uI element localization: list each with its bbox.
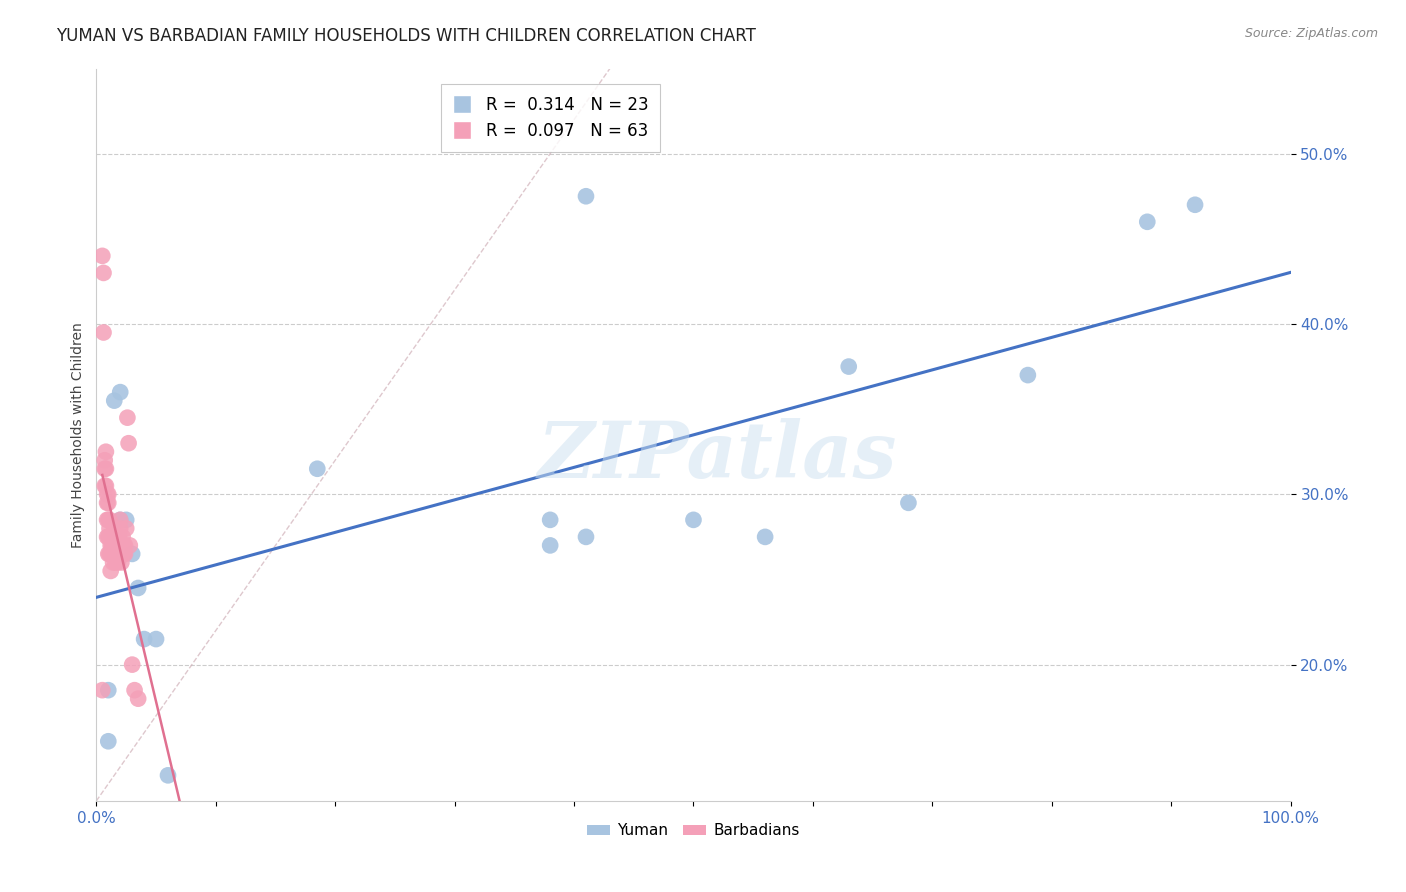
Point [124,683,146,698]
Point [108,530,131,544]
Point [307,462,329,476]
Point [98,547,121,561]
Point [682,513,704,527]
Point [98,530,121,544]
Point [104,556,127,570]
Point [97,683,120,698]
Point [1136,215,1159,229]
Point [754,530,776,544]
Point [100,547,122,561]
Point [105,530,128,544]
Point [97,513,120,527]
Point [108,538,131,552]
Point [110,513,132,527]
Point [112,538,135,552]
Point [156,768,179,782]
Point [134,632,156,646]
Point [575,530,598,544]
Legend: Yuman, Barbadians: Yuman, Barbadians [581,817,807,845]
Point [93,326,115,340]
Point [93,453,115,467]
Point [121,657,143,672]
Point [94,479,117,493]
Point [97,496,120,510]
Point [104,547,127,561]
Point [112,547,135,561]
Point [110,513,132,527]
Point [101,538,124,552]
Point [98,521,121,535]
Point [115,521,138,535]
Point [97,547,120,561]
Point [110,385,132,400]
Point [103,521,125,535]
Point [575,189,598,203]
Point [111,530,134,544]
Point [101,547,124,561]
Point [105,538,128,552]
Point [94,444,117,458]
Point [538,538,561,552]
Point [103,530,125,544]
Text: Source: ZipAtlas.com: Source: ZipAtlas.com [1244,27,1378,40]
Point [118,538,141,552]
Point [897,496,920,510]
Point [96,513,118,527]
Point [110,556,132,570]
Point [114,547,136,561]
Point [97,734,120,748]
Point [101,538,124,552]
Point [145,632,167,646]
Point [127,581,149,595]
Point [115,513,138,527]
Point [101,530,124,544]
Point [91,249,114,263]
Point [101,547,124,561]
Point [94,462,117,476]
Point [104,538,127,552]
Point [93,266,115,280]
Point [100,538,122,552]
Point [127,691,149,706]
Point [121,547,143,561]
Point [117,410,139,425]
Point [96,496,118,510]
Point [93,462,115,476]
Point [107,538,129,552]
Point [111,538,134,552]
Point [98,513,121,527]
Point [1017,368,1039,383]
Point [100,530,122,544]
Point [538,513,561,527]
Point [91,683,114,698]
Point [101,556,124,570]
Point [838,359,860,374]
Point [110,521,132,535]
Point [107,556,129,570]
Text: ZIPatlas: ZIPatlas [537,418,897,495]
Point [93,479,115,493]
Point [110,547,132,561]
Point [117,436,139,450]
Point [107,547,129,561]
Point [114,538,136,552]
Text: YUMAN VS BARBADIAN FAMILY HOUSEHOLDS WITH CHILDREN CORRELATION CHART: YUMAN VS BARBADIAN FAMILY HOUSEHOLDS WIT… [56,27,756,45]
Point [96,487,118,501]
Point [103,393,125,408]
Point [97,530,120,544]
Point [96,530,118,544]
Point [97,487,120,501]
Point [103,538,125,552]
Point [1184,198,1206,212]
Y-axis label: Family Households with Children: Family Households with Children [72,322,86,548]
Point [100,564,122,578]
